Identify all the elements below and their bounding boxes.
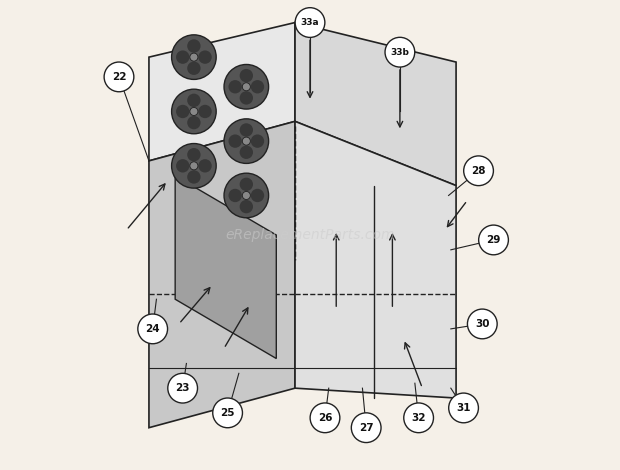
Text: eReplacementParts.com: eReplacementParts.com [225,228,395,242]
Circle shape [190,162,198,170]
Circle shape [229,134,242,148]
Circle shape [198,50,211,64]
Text: 28: 28 [471,166,486,176]
Circle shape [449,393,479,423]
Circle shape [198,105,211,118]
Polygon shape [295,121,456,398]
Circle shape [240,91,253,105]
Circle shape [187,39,201,53]
Circle shape [295,8,325,38]
Text: 22: 22 [112,72,126,82]
Circle shape [229,80,242,94]
Circle shape [242,191,250,199]
Circle shape [172,35,216,79]
Circle shape [198,159,211,172]
Text: 27: 27 [359,423,373,433]
Circle shape [172,89,216,134]
Circle shape [172,143,216,188]
Text: 29: 29 [486,235,501,245]
Circle shape [213,398,242,428]
Circle shape [242,83,250,91]
Circle shape [187,94,201,107]
Circle shape [168,373,198,403]
Circle shape [385,37,415,67]
Circle shape [250,189,264,202]
Circle shape [240,123,253,137]
Text: 33a: 33a [301,18,319,27]
Text: 33b: 33b [391,47,409,57]
Circle shape [190,53,198,61]
Polygon shape [175,176,277,359]
Circle shape [187,116,201,129]
Text: 23: 23 [175,383,190,393]
Circle shape [104,62,134,92]
Circle shape [240,200,253,213]
Polygon shape [295,23,456,186]
Circle shape [242,137,250,145]
Circle shape [310,403,340,433]
Circle shape [404,403,433,433]
Polygon shape [149,23,295,161]
Circle shape [352,413,381,443]
Circle shape [250,80,264,94]
Circle shape [224,119,268,164]
Polygon shape [149,121,295,428]
Circle shape [187,170,201,184]
Circle shape [479,225,508,255]
Circle shape [190,108,198,116]
Circle shape [176,105,190,118]
Text: 32: 32 [412,413,426,423]
Circle shape [176,159,190,172]
Text: 26: 26 [317,413,332,423]
Circle shape [240,178,253,191]
Circle shape [224,64,268,109]
Text: 31: 31 [456,403,471,413]
Circle shape [229,189,242,202]
Circle shape [250,134,264,148]
Circle shape [240,69,253,82]
Circle shape [464,156,494,186]
Circle shape [187,148,201,161]
Circle shape [224,173,268,218]
Circle shape [176,50,190,64]
Circle shape [467,309,497,339]
Circle shape [187,62,201,75]
Text: 30: 30 [475,319,490,329]
Text: 25: 25 [220,408,235,418]
Circle shape [240,146,253,159]
Text: 24: 24 [145,324,160,334]
Circle shape [138,314,167,344]
